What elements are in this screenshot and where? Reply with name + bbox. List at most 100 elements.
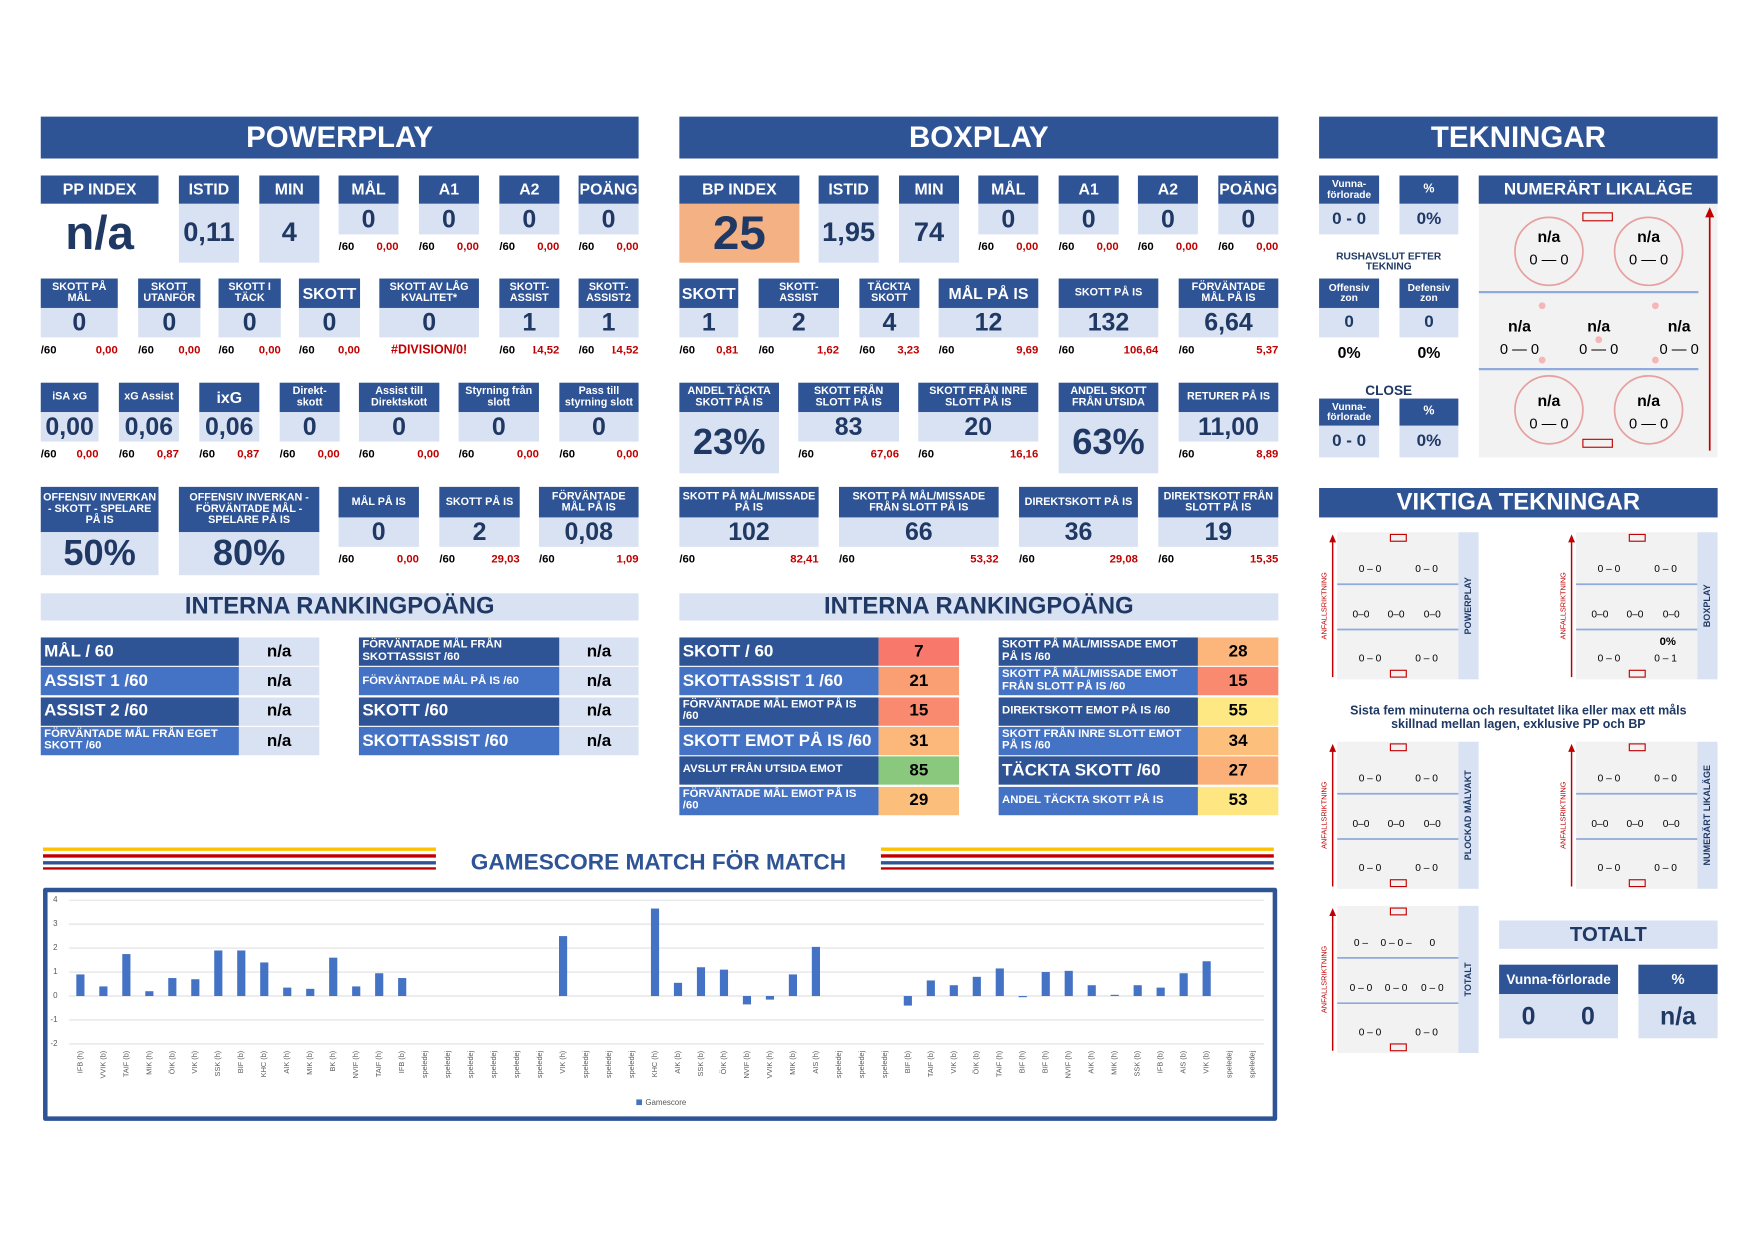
per60-value: 0,00 [376, 240, 399, 254]
stat-label: FÖRVÄNTADE MÅL PÅ IS [1178, 278, 1279, 308]
per60-unit: /60 [679, 343, 696, 357]
stat-value: 0,06 [118, 412, 179, 442]
rink-extra: 0% [1660, 636, 1676, 648]
stat-value: 36 [1019, 517, 1138, 547]
stat-value: 102 [679, 517, 819, 547]
stat-value: 0 [1218, 203, 1279, 235]
stat-label: MIN [259, 175, 320, 204]
stat-value: 80% [178, 532, 320, 576]
per60-value: 0,00 [76, 448, 99, 461]
spot-score: 0 — 0 [1629, 416, 1668, 432]
rush-pct: 0% [1337, 342, 1361, 361]
stat-value: 0,06 [199, 412, 260, 442]
y-tick-label: 2 [53, 943, 57, 952]
bar [168, 978, 177, 997]
x-tick-label: VVIK (h) [765, 1051, 774, 1079]
bar [237, 950, 246, 997]
rink-label: NUMERÄRT LIKALÄGE [1702, 765, 1712, 866]
y-tick-label: 1 [53, 967, 58, 976]
bar [191, 979, 200, 997]
x-tick-label: speledej [420, 1050, 429, 1078]
ranking-value: 28 [1197, 637, 1279, 666]
spot-label: n/a [1587, 318, 1610, 335]
rink-score: 0–0 [1388, 819, 1405, 830]
x-tick-label: ÖIK (b) [167, 1051, 176, 1075]
stat-value: 0 [418, 203, 479, 235]
arrow-head [1329, 908, 1337, 916]
ranking-label: SKOTT PÅ MÅL/MISSADE EMOT FRÅN SLOTT PÅ … [998, 667, 1198, 696]
stat-value: 0 [499, 203, 560, 235]
chart: -2 -1 0 1 2 3 4 IFB (h) VVIK (b) TAIF (b) MIK (h) Ö… [51, 895, 1265, 1107]
x-tick-label: BK (h) [328, 1051, 337, 1072]
stat-value: 0 [559, 412, 639, 442]
ranking-label: SKOTTASSIST /60 [358, 726, 560, 756]
stat-label: Assist till Direktskott [358, 382, 440, 413]
per60-unit: /60 [338, 553, 355, 566]
rush-value: 0 [1319, 307, 1380, 338]
per60-value: 0,00 [1175, 240, 1198, 254]
spot-label: n/a [1537, 229, 1560, 246]
x-tick-label: VIK (h) [558, 1051, 567, 1074]
direction-label: ANFALLSRIKTNING [1559, 781, 1568, 849]
rink-score: 0 – 0 [1598, 774, 1621, 785]
section-subheader: TOTALT [1499, 920, 1718, 949]
stat-value: 0 [978, 203, 1039, 235]
x-tick-label: TAIF (b) [121, 1051, 130, 1077]
ranking-value: 34 [1197, 726, 1279, 756]
stat-label: POÄNG [1218, 175, 1279, 204]
stat-label: A1 [418, 175, 479, 204]
ranking-label: TÄCKTA SKOTT /60 [998, 756, 1198, 785]
bar [811, 946, 820, 997]
per60-value: 0,00 [537, 240, 560, 254]
stat-label: PP INDEX [40, 175, 159, 204]
bar [696, 967, 706, 997]
bar [1202, 961, 1211, 997]
stat-value: 50% [40, 532, 159, 576]
ranking-label: ANDEL TÄCKTA SKOTT PÅ IS [998, 786, 1198, 815]
x-tick-label: speledej [1248, 1050, 1257, 1078]
per60-value: 29,03 [491, 553, 520, 566]
per60-unit: /60 [338, 240, 355, 254]
rink-ice [1337, 741, 1459, 889]
y-tick-label: -1 [51, 1015, 59, 1024]
rink-label-strip [1697, 741, 1718, 889]
bar [306, 988, 315, 997]
goal [1628, 669, 1646, 678]
x-tick-label: IFB (b) [1156, 1051, 1165, 1073]
ranking-label: SKOTT /60 [358, 697, 560, 726]
ranking-value: 29 [878, 786, 960, 815]
x-tick-label: AIS (h) [811, 1051, 820, 1074]
x-tick-label: VIK (b) [1202, 1051, 1211, 1074]
stat-label: ANDEL TÄCKTA SKOTT PÅ IS [679, 382, 779, 413]
stat-label: SKOTT-ASSIST2 [578, 278, 639, 308]
stat-value: 0 [279, 412, 340, 442]
per60-value: 53,32 [970, 553, 999, 566]
goal [1389, 1043, 1407, 1052]
ranking-value: 27 [1197, 756, 1279, 785]
stat-value: 4 [259, 203, 320, 263]
x-tick-label: speledej [880, 1050, 889, 1078]
per60-unit: /60 [358, 448, 375, 461]
bar [903, 996, 912, 1006]
stat-label: FÖRVÄNTADE MÅL PÅ IS [538, 486, 639, 518]
arrow-head [1568, 534, 1575, 543]
ranking-value: n/a [559, 637, 639, 666]
stat-value: 0 [298, 307, 361, 338]
stat-label: SKOTT PÅ MÅL/MISSADE PÅ IS [679, 486, 819, 518]
stat-label: SKOTT I TÄCK [218, 278, 281, 308]
x-tick-label: VIK (h) [190, 1051, 199, 1074]
stat-label: ixG [199, 382, 260, 413]
x-tick-label: NVIF (b) [742, 1051, 751, 1079]
section-header: POWERPLAY [40, 116, 639, 159]
direction-label: ANFALLSRIKTNING [1320, 945, 1329, 1013]
bar [765, 996, 775, 1000]
arrow-head [1329, 534, 1337, 543]
rink-ice [1337, 905, 1459, 1054]
stat-label: MÅL PÅ IS [938, 278, 1039, 308]
x-tick-label: speledej [443, 1050, 452, 1078]
mini-rink: POWERPLAY ANFALLSRIKTNING 0 – 0 0 – 0 0–0 0–0… [1320, 532, 1479, 680]
spot-label: n/a [1668, 318, 1691, 335]
goal [1582, 438, 1613, 448]
x-tick-label: speledej [604, 1050, 613, 1078]
rink: n/a 0 — 0 n/a 0 — 0 n/a 0 — 0 n/a 0 — 0 n/a 0 — 0… [1478, 203, 1718, 458]
